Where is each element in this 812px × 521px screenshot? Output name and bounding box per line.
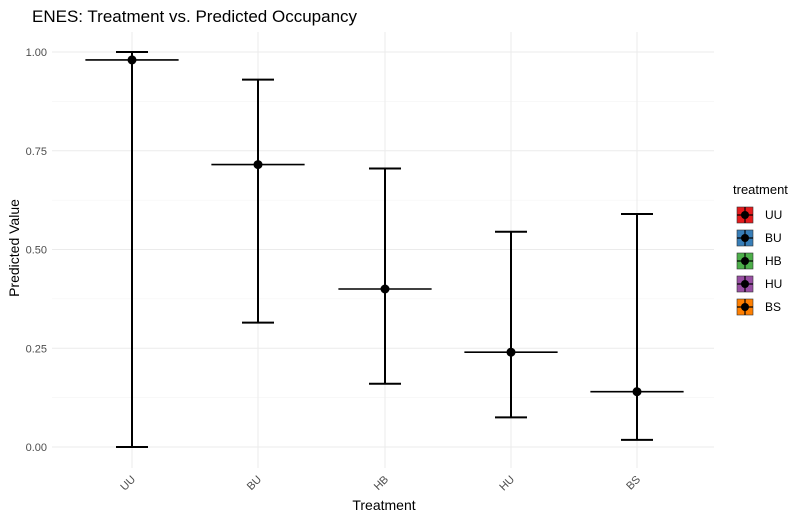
data-point [127,55,137,65]
legend-title: treatment [733,182,788,197]
chart-title: ENES: Treatment vs. Predicted Occupancy [32,7,358,26]
legend: treatment UU BU HB HU BS [733,182,788,316]
x-tick-labels: UU BU HB HU BS [118,474,643,494]
legend-label: UU [765,208,782,222]
legend-label: HU [765,277,782,291]
legend-label: HB [765,254,782,268]
legend-key-point [741,257,749,265]
legend-key-point [741,234,749,242]
errorbar-HB [338,167,432,385]
x-tick-label: BU [245,474,264,493]
legend-item-HU: HU [736,275,782,293]
legend-item-BU: BU [736,229,782,247]
y-tick-label: 0.50 [26,245,47,257]
data-point [380,284,390,294]
y-tick-label: 1.00 [26,47,47,59]
data-marks [85,51,684,448]
errorbar-HU [464,230,558,419]
data-point [253,160,263,170]
legend-key-point [741,303,749,311]
y-tick-label: 0.00 [26,442,47,454]
x-tick-label: BS [624,474,643,493]
data-point [506,347,516,357]
legend-key-point [741,211,749,219]
errorbar-BU [211,78,305,324]
x-tick-label: HB [372,474,391,493]
grid [52,32,714,468]
x-tick-label: UU [118,474,138,494]
legend-item-UU: UU [736,206,782,224]
data-point [632,387,642,397]
legend-item-HB: HB [736,252,782,270]
errorbar-UU [85,51,179,448]
y-tick-label: 0.25 [26,343,47,355]
legend-label: BU [765,231,782,245]
x-axis-title: Treatment [352,497,415,513]
y-tick-labels: 0.00 0.25 0.50 0.75 1.00 [26,47,47,454]
y-axis-title: Predicted Value [6,199,22,297]
x-tick-label: HU [497,474,517,494]
y-tick-label: 0.75 [26,146,47,158]
legend-item-BS: BS [736,298,781,316]
errorbar-BS [590,212,684,441]
legend-label: BS [765,300,781,314]
legend-key-point [741,280,749,288]
